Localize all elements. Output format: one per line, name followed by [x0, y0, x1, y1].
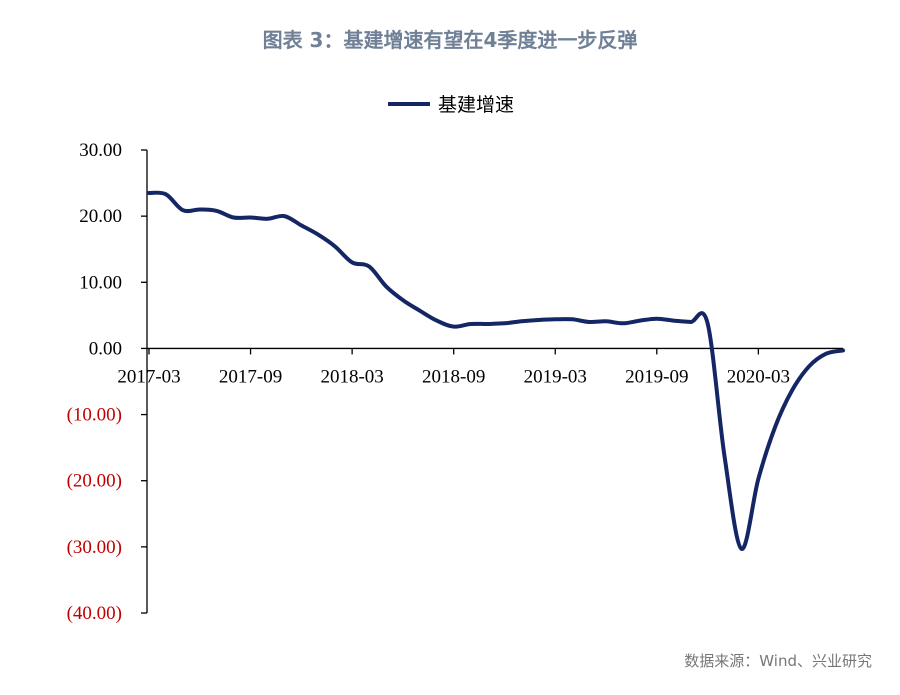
y-tick-label: 30.00	[79, 140, 122, 161]
legend: 基建增速	[388, 94, 514, 116]
series-line-jijian-zengsu	[147, 190, 845, 551]
y-tick-label: (20.00)	[67, 471, 122, 492]
x-tick-label: 2018-03	[320, 366, 383, 387]
legend-label: 基建增速	[438, 94, 514, 116]
x-tick-label: 2019-09	[625, 366, 688, 387]
chart-title: 图表 3：基建增速有望在4季度进一步反弹	[262, 28, 638, 52]
x-tick-label: 2017-09	[219, 366, 282, 387]
x-tick-label: 2020-03	[727, 366, 790, 387]
y-tick-label: 20.00	[79, 206, 122, 227]
x-tick-label: 2018-09	[422, 366, 485, 387]
x-tick-label: 2019-03	[524, 366, 587, 387]
y-tick-label: (10.00)	[67, 405, 122, 426]
y-tick-label: 0.00	[89, 338, 122, 359]
x-tick-label: 2017-03	[117, 366, 180, 387]
y-axis-ticks: 30.00 20.00 10.00 0.00 (10.00) (20.00) (30.00)…	[67, 140, 147, 624]
data-source: 数据来源：Wind、兴业研究	[684, 652, 872, 670]
y-tick-label: (30.00)	[67, 537, 122, 558]
x-axis-ticks: 2017-03 2017-09 2018-03 2018-09 2019-03 2019-…	[117, 348, 790, 387]
axes	[146, 150, 843, 613]
y-tick-label: (40.00)	[67, 603, 122, 624]
y-tick-label: 10.00	[79, 272, 122, 293]
